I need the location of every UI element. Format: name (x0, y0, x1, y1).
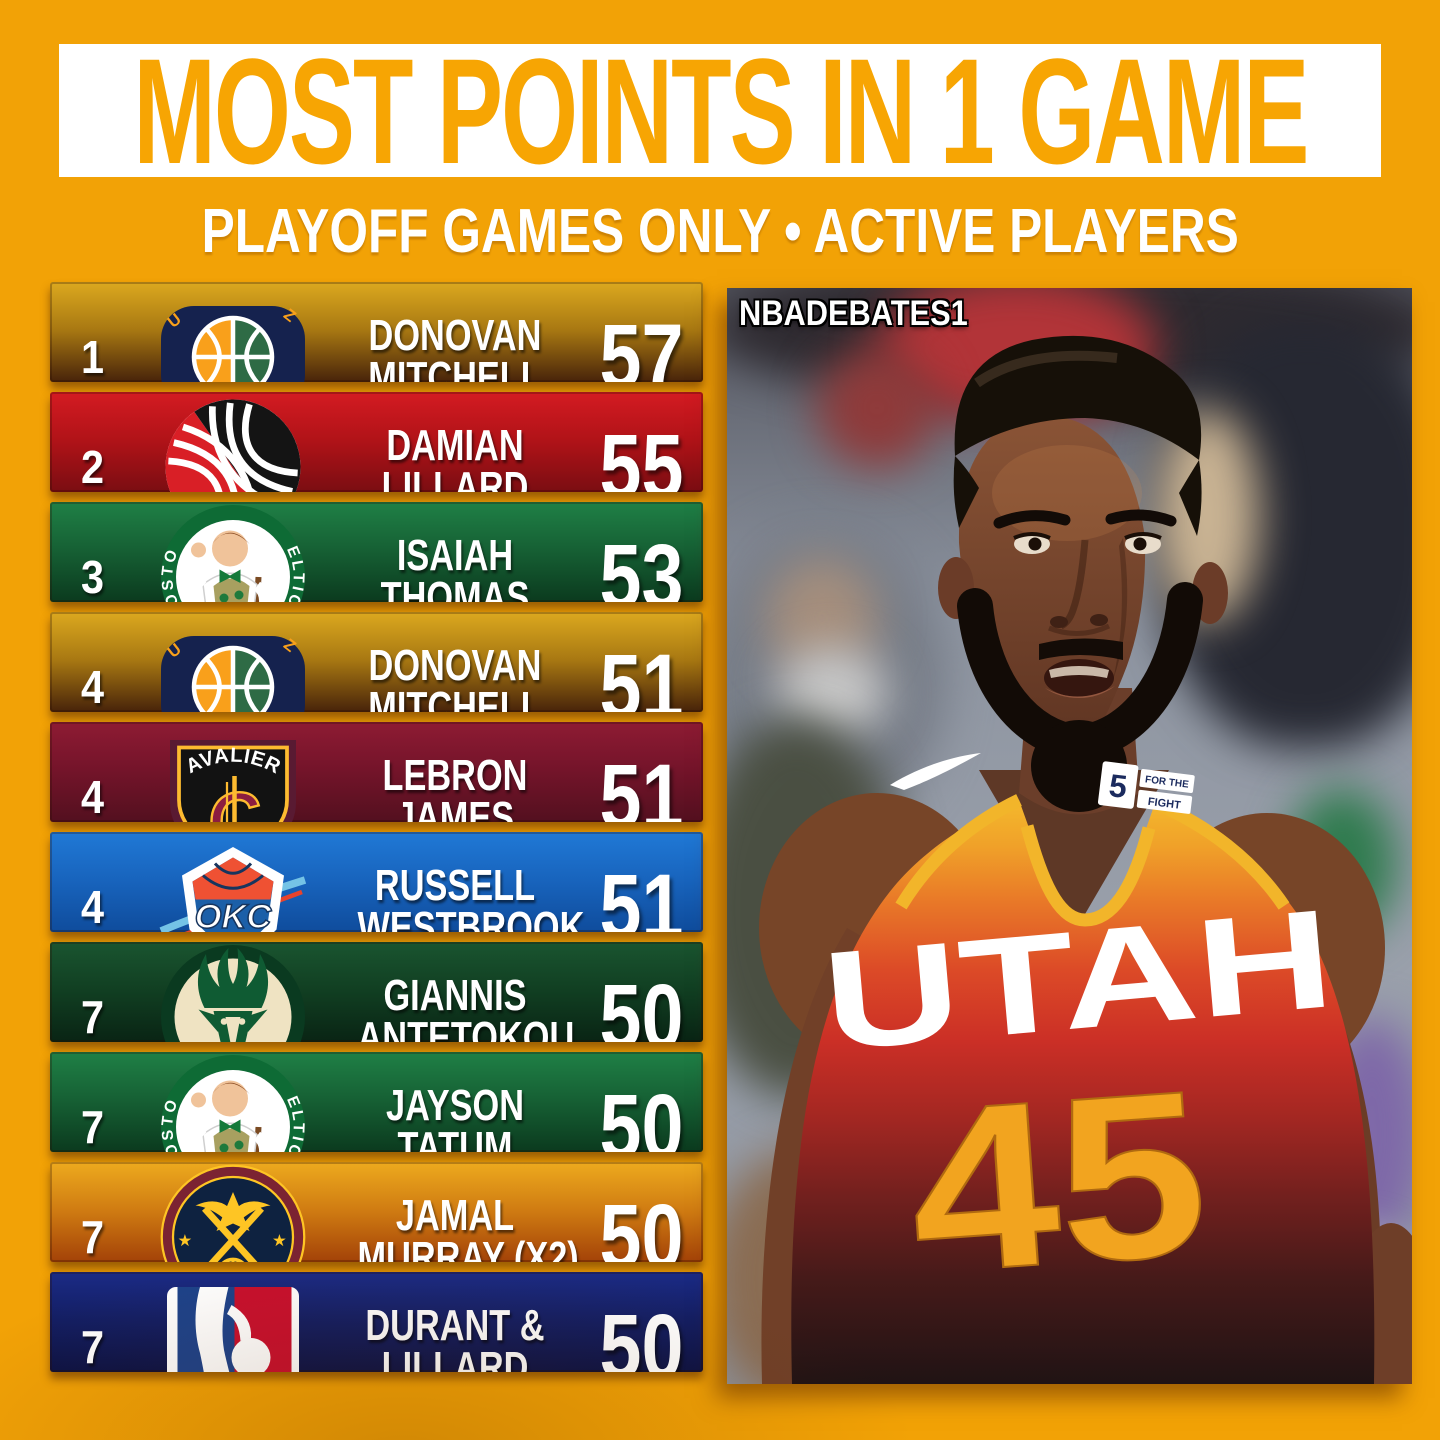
points-value: 51 (599, 746, 684, 822)
page-title: MOST POINTS IN 1 GAME (132, 26, 1309, 195)
player-head (938, 335, 1228, 812)
watermark-text: NBADEBATES1 (739, 294, 968, 333)
player-name-line2: MURRAY (X2) (357, 1233, 579, 1262)
leaderboard-row-8: 7 JAYSON TATUM 50 (50, 1052, 703, 1152)
rank-label: 4 (80, 771, 105, 822)
player-name-line2: THOMAS (380, 573, 530, 602)
player-name-line2: TATUM (397, 1123, 513, 1152)
player-name-line2: LILLARD (381, 463, 529, 492)
rank-label: 2 (80, 441, 105, 492)
player-name-line2: WESTBROOK (357, 903, 585, 932)
player-name-line2: LILLARD (381, 1343, 529, 1372)
player-name: DURANT & LILLARD (330, 1300, 580, 1372)
player-name-line1: GIANNIS (383, 970, 527, 1020)
title-banner: MOST POINTS IN 1 GAME (59, 36, 1381, 186)
rank-label: 7 (80, 1321, 105, 1372)
rank-label: 3 (80, 551, 105, 602)
points-value: 53 (599, 526, 684, 602)
leaderboard-row-6: 4 RUSSELL WESTBROOK 51 (50, 832, 703, 932)
team-logo-nuggets-icon (135, 1162, 330, 1262)
team-logo-cavaliers-icon (135, 722, 330, 822)
points-value: 51 (599, 636, 684, 712)
player-name-line1: DAMIAN (386, 420, 524, 470)
team-logo-blazers-icon (135, 392, 330, 492)
patch-line2: FIGHT (1147, 796, 1181, 812)
player-name: GIANNIS ANTETOKOU. (330, 970, 584, 1042)
leaderboard-row-1: 1 DONOVAN MITCHELL 57 (50, 282, 703, 382)
player-name: DONOVAN MITCHELL (330, 640, 580, 712)
points-value: 50 (599, 1186, 684, 1262)
rank-label: 4 (80, 881, 105, 932)
leaderboard-row-5: 4 LEBRON JAMES 51 (50, 722, 703, 822)
points-value: 55 (599, 416, 684, 492)
rank-label: 7 (80, 991, 105, 1042)
points-value: 57 (599, 306, 684, 382)
player-name: JAYSON TATUM (330, 1080, 580, 1152)
patch-line1: FOR THE (1144, 774, 1189, 790)
patch-number: 5 (1107, 767, 1129, 805)
leaderboard-row-2: 2 DAMIAN LILLARD 55 (50, 392, 703, 492)
leaderboard-row-10: 7 DURANT & LILLARD 50 (50, 1272, 703, 1372)
rank-label: 7 (80, 1211, 105, 1262)
player-photo: 5 FOR THE FIGHT UTAH 45 NBADEBATES1 (727, 288, 1412, 1384)
leaderboard-row-9: 7 JAMAL MURRAY (X2) 50 (50, 1162, 703, 1262)
team-logo-bucks-icon (135, 942, 330, 1042)
points-value: 50 (599, 1296, 684, 1372)
player-name-line1: DONOVAN (368, 640, 542, 690)
points-value: 51 (599, 856, 684, 932)
jersey: 5 FOR THE FIGHT UTAH 45 (791, 753, 1375, 1384)
leaderboard-row-7: 7 GIANNIS ANTETOKOU. 50 (50, 942, 703, 1042)
leaderboard-row-3: 3 ISAIAH THOMAS 53 (50, 502, 703, 602)
rank-label: 1 (80, 331, 105, 382)
team-logo-thunder-icon (135, 832, 330, 932)
player-name: RUSSELL WESTBROOK (330, 860, 585, 932)
player-name-line1: RUSSELL (374, 860, 536, 910)
rank-label: 7 (80, 1101, 105, 1152)
rank-label: 4 (80, 661, 105, 712)
fight-patch: 5 FOR THE FIGHT (1097, 761, 1195, 814)
player-name-line2: MITCHELL (368, 683, 542, 712)
player-name-line1: ISAIAH (396, 530, 514, 580)
team-logo-jazz-icon (135, 612, 330, 712)
player-name: ISAIAH THOMAS (330, 530, 580, 602)
leaderboard: 1 DONOVAN MITCHELL 57 2 DAMIAN LILLARD 5… (50, 282, 703, 1382)
points-value: 50 (599, 966, 684, 1042)
player-illustration: 5 FOR THE FIGHT UTAH 45 (759, 335, 1412, 1384)
player-name-line2: JAMES (395, 793, 515, 822)
player-name-line2: ANTETOKOU. (357, 1013, 584, 1042)
leaderboard-row-4: 4 DONOVAN MITCHELL 51 (50, 612, 703, 712)
points-value: 50 (599, 1076, 684, 1152)
nba-logo-icon (135, 1272, 330, 1372)
player-name-line1: DONOVAN (368, 310, 542, 360)
player-name: DAMIAN LILLARD (330, 420, 580, 492)
subtitle-text: PLAYOFF GAMES ONLY • ACTIVE PLAYERS (201, 197, 1239, 266)
team-logo-celtics-icon (135, 502, 330, 602)
player-name: LEBRON JAMES (330, 750, 580, 822)
player-name: JAMAL MURRAY (X2) (330, 1190, 580, 1262)
jersey-number-text: 45 (902, 1040, 1215, 1323)
player-name-line2: MITCHELL (368, 353, 542, 382)
subtitle: PLAYOFF GAMES ONLY • ACTIVE PLAYERS (0, 196, 1440, 267)
crowd-blur (817, 348, 937, 468)
team-logo-celtics-icon (135, 1052, 330, 1152)
nike-swoosh-icon (890, 753, 981, 790)
player-name-line1: DURANT & (365, 1300, 545, 1350)
player-name-line1: JAYSON (386, 1080, 524, 1130)
player-name-line1: LEBRON (382, 750, 528, 800)
player-name: DONOVAN MITCHELL (330, 310, 580, 382)
player-name-line1: JAMAL (395, 1190, 515, 1240)
team-logo-jazz-icon (135, 282, 330, 382)
